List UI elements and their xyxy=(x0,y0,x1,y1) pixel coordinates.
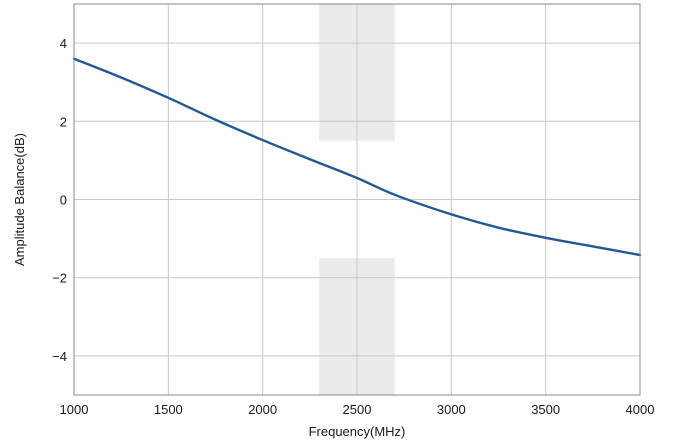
series-line-1 xyxy=(72,57,642,257)
series-layer xyxy=(72,57,642,257)
x-tick-label: 4000 xyxy=(626,402,655,417)
y-axis-label: Amplitude Balance(dB) xyxy=(12,133,27,266)
y-tick-label: 2 xyxy=(60,114,67,129)
plot-frame xyxy=(73,3,641,396)
x-tick-label: 2500 xyxy=(343,402,372,417)
x-tick-label: 1500 xyxy=(154,402,183,417)
x-tick-label: 3000 xyxy=(437,402,466,417)
x-axis-label: Frequency(MHz) xyxy=(309,424,406,439)
x-tick-label: 2000 xyxy=(248,402,277,417)
grid xyxy=(74,4,640,395)
y-tick-label: 0 xyxy=(60,193,67,208)
x-tick-labels: 1000 1500 2000 2500 3000 3500 4000 xyxy=(60,402,655,417)
y-tick-label: 4 xyxy=(60,36,67,51)
y-tick-label: −4 xyxy=(52,349,67,364)
y-tick-labels: −4 −2 0 2 4 xyxy=(52,36,67,364)
x-tick-label: 3500 xyxy=(531,402,560,417)
x-tick-label: 1000 xyxy=(60,402,89,417)
y-tick-label: −2 xyxy=(52,271,67,286)
